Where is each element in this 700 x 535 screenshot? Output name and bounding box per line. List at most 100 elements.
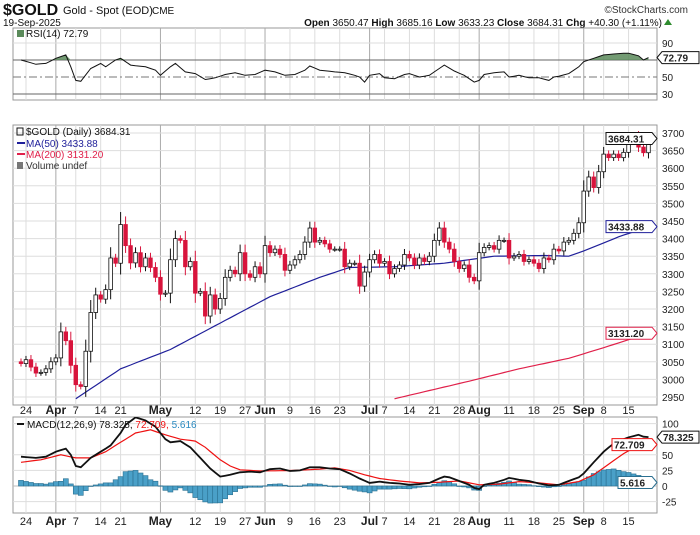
- macd-legend-signal: 72.709,: [135, 420, 168, 431]
- ma200-legend: MA(200) 3131.20: [26, 150, 104, 161]
- x-tick-label: May: [149, 403, 173, 417]
- candle-body: [586, 176, 591, 192]
- candle: [417, 253, 422, 270]
- candle: [516, 251, 522, 260]
- macd-histogram-bar: [87, 485, 94, 487]
- macd-histogram-bar: [53, 481, 59, 487]
- macd-histogram-bar: [117, 476, 124, 487]
- macd-histogram-bar: [157, 485, 164, 487]
- candle-body: [541, 257, 547, 269]
- macd-histogram-bar: [58, 481, 64, 487]
- candle-body: [417, 257, 422, 266]
- candle: [521, 249, 527, 266]
- candle: [78, 381, 83, 390]
- candle: [262, 235, 268, 283]
- candle-body: [486, 245, 492, 248]
- candle-body: [606, 153, 611, 159]
- macd-histogram-bar: [102, 482, 109, 487]
- y-tick-label: 3600: [662, 164, 685, 175]
- candle-legend-icon: [16, 127, 24, 136]
- candle: [551, 243, 557, 265]
- candle-body: [566, 239, 571, 243]
- macd-histogram-bar: [531, 485, 537, 487]
- macd-tick-label: 50: [662, 451, 674, 462]
- macd-histogram-bar: [217, 485, 223, 504]
- candle: [382, 258, 387, 267]
- candle: [103, 284, 108, 304]
- candle-body: [242, 252, 248, 275]
- macd-histogram-bar: [341, 485, 348, 489]
- price-tag: 3684.31: [605, 132, 658, 146]
- candle-body: [392, 268, 397, 275]
- candle: [33, 362, 39, 377]
- candle: [18, 358, 24, 367]
- candle-body: [33, 366, 39, 374]
- candle-body: [98, 294, 103, 300]
- candle: [168, 248, 173, 304]
- candle: [322, 236, 327, 248]
- y-tick-label: 3350: [662, 252, 685, 263]
- x-tick-label: 19: [214, 516, 226, 528]
- x-tick-label: 25: [553, 516, 565, 528]
- candle-body: [387, 261, 392, 275]
- macd-histogram-bar: [167, 485, 174, 493]
- macd-histogram-bar: [556, 485, 562, 487]
- candle-body: [257, 266, 263, 275]
- candle-body: [138, 252, 143, 268]
- x-tick-label: Sep: [573, 403, 595, 417]
- macd-legend-line: MACD(12,26,9) 78.325,: [27, 420, 133, 431]
- macd-histogram-bar: [386, 485, 393, 490]
- x-tick-label: 21: [114, 405, 126, 417]
- macd-histogram-bar: [605, 469, 612, 487]
- candle: [621, 148, 626, 162]
- candle: [481, 243, 487, 257]
- candle: [118, 212, 123, 275]
- macd-histogram-bar: [316, 483, 323, 487]
- macd-histogram-bar: [92, 484, 99, 487]
- macd-histogram-bar: [262, 485, 268, 487]
- candle-body: [516, 254, 522, 257]
- candle: [73, 357, 78, 392]
- rsi-legend: RSI(14) 72.79: [26, 29, 89, 40]
- watermark: ©StockCharts.com: [604, 5, 688, 16]
- x-tick-label: 23: [334, 405, 346, 417]
- high-label: High: [371, 18, 393, 29]
- x-tick-label: Aug: [467, 403, 490, 417]
- candle-body: [88, 312, 93, 352]
- rsi-line: [20, 52, 649, 83]
- candle-body: [382, 261, 387, 264]
- candle-body: [372, 254, 377, 261]
- ohlc-summary: Open 3650.47 High 3685.16 Low 3633.23 Cl…: [304, 18, 662, 29]
- macd-histogram-bar: [526, 484, 532, 487]
- candle-body: [43, 368, 49, 373]
- macd-histogram-bar: [307, 483, 313, 487]
- candle: [237, 244, 243, 282]
- candle-body: [302, 241, 308, 255]
- candle: [442, 221, 447, 248]
- candle: [511, 252, 517, 261]
- rsi-tag-box: [656, 51, 700, 65]
- candle-body: [297, 254, 303, 261]
- x-tick-label: Jun: [254, 514, 275, 528]
- candle-body: [208, 294, 213, 317]
- candle-body: [452, 248, 457, 262]
- candle-body: [48, 361, 54, 370]
- candle: [48, 357, 54, 373]
- macd-hist-tag: 5.616: [617, 475, 658, 489]
- macd-histogram-bar: [451, 483, 458, 487]
- volume-legend: Volume undef: [26, 161, 87, 172]
- x-tick-label: 28: [453, 405, 465, 417]
- candle-body: [83, 350, 88, 387]
- candle: [63, 326, 69, 346]
- candle-body: [611, 153, 616, 159]
- macd-histogram-bar: [267, 484, 273, 487]
- candle-body: [143, 257, 148, 268]
- candle: [437, 222, 442, 246]
- candle: [93, 287, 98, 320]
- macd-tag: 78.325: [656, 430, 700, 444]
- macd-histogram-bar: [551, 485, 557, 488]
- x-tick-label: Jul: [361, 403, 378, 417]
- x-tick-label: 8: [601, 405, 607, 417]
- candle-body: [217, 298, 223, 310]
